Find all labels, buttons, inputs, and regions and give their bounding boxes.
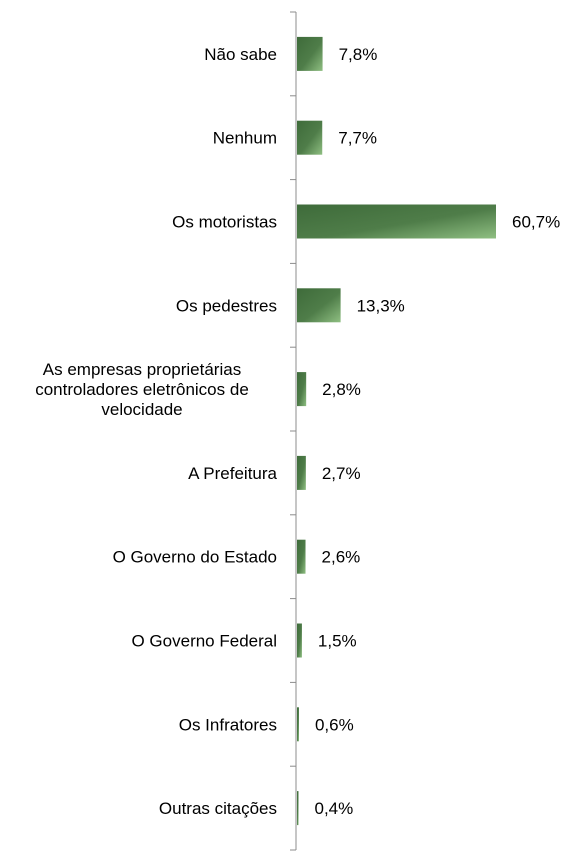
category-label-line: O Governo do Estado (113, 548, 277, 567)
bar-value-label: 2,6% (322, 548, 361, 567)
category-label-line: Nenhum (213, 129, 277, 148)
category-label-line: Outras citações (159, 799, 277, 818)
bar-value-label: 1,5% (318, 632, 357, 651)
bar-value-label: 7,8% (339, 45, 378, 64)
bar-series (297, 36, 496, 826)
category-label-line: controladores eletrônicos de (35, 380, 249, 399)
bar-value-label: 60,7% (512, 213, 560, 232)
category-label-line: Os Infratores (179, 715, 277, 734)
bar (297, 539, 306, 574)
bar (297, 791, 299, 826)
bar (297, 623, 302, 658)
category-label: Os motoristas (172, 213, 277, 232)
value-labels: 7,8% 7,7% 60,7% 13,3% 2,8% 2,7% 2,6% 1,5% 0,6% 0,… (315, 45, 561, 818)
chart-axis (290, 11, 297, 851)
category-label: A Prefeitura (188, 464, 277, 483)
category-label: Os Infratores (179, 715, 277, 734)
bar-value-label: 2,8% (322, 380, 361, 399)
category-label: Não sabe (204, 45, 277, 64)
bar (297, 707, 299, 742)
category-label-line: O Governo Federal (131, 632, 277, 651)
bar-value-label: 7,7% (338, 129, 377, 148)
bar-value-label: 0,4% (315, 799, 354, 818)
bar (297, 288, 341, 323)
category-label-line: velocidade (101, 400, 182, 419)
bar (297, 372, 307, 407)
category-label-line: Os pedestres (176, 296, 277, 315)
category-label: O Governo Federal (131, 632, 277, 651)
bar (297, 204, 496, 239)
bar-value-label: 2,7% (322, 464, 361, 483)
category-label: Os pedestres (176, 296, 277, 315)
bar (297, 120, 323, 155)
category-label-line: Não sabe (204, 45, 277, 64)
category-label-line: A Prefeitura (188, 464, 277, 483)
category-label: Nenhum (213, 129, 277, 148)
bar (297, 36, 323, 71)
bar-value-label: 0,6% (315, 715, 354, 734)
category-label-line: Os motoristas (172, 213, 277, 232)
category-label-line: As empresas proprietárias (43, 360, 241, 379)
bar (297, 455, 306, 490)
category-label: O Governo do Estado (113, 548, 277, 567)
category-label: Outras citações (159, 799, 277, 818)
category-labels: Não sabe Nenhum Os motoristas Os pedestres A… (35, 45, 277, 818)
bar-value-label: 13,3% (357, 296, 405, 315)
